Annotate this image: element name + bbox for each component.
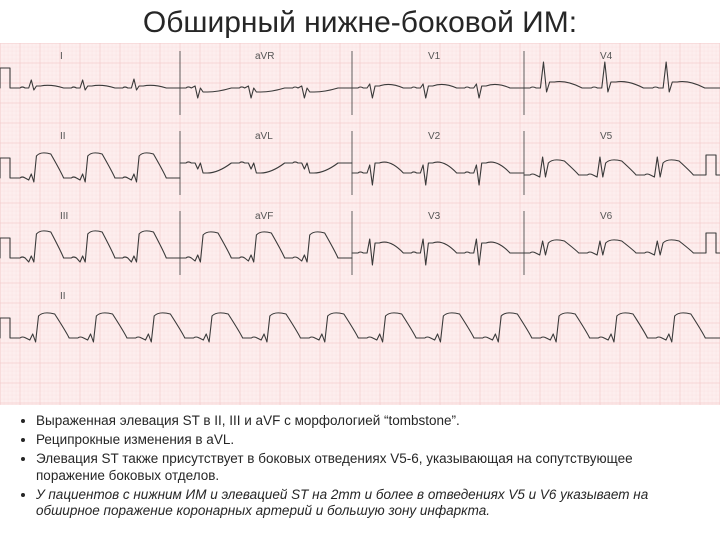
lead-label: V6 <box>600 211 612 222</box>
bullet-item: Реципрокные изменения в aVL. <box>36 432 702 449</box>
lead-label: V4 <box>600 51 612 62</box>
lead-label: V3 <box>428 211 440 222</box>
bullet-item: У пациентов с нижним ИМ и элевацией ST н… <box>36 487 702 521</box>
lead-label: I <box>60 51 63 62</box>
slide-title: Обширный нижне-боковой ИМ: <box>0 0 720 43</box>
bullet-list: Выраженная элевация ST в II, III и aVF с… <box>0 405 720 520</box>
ecg-strip: IaVR V1 V4 II aVL V2 V5 III aVF V3 V6 II <box>0 43 720 405</box>
slide: Обширный нижне-боковой ИМ: IaVR V1 V4 II aVL… <box>0 0 720 540</box>
lead-label: aVR <box>255 51 274 62</box>
lead-label: V5 <box>600 131 612 142</box>
bullet-item: Выраженная элевация ST в II, III и aVF с… <box>36 413 702 430</box>
lead-label: aVL <box>255 131 273 142</box>
lead-label: V2 <box>428 131 440 142</box>
lead-label: aVF <box>255 211 273 222</box>
lead-label: III <box>60 211 68 222</box>
bullet-item: Элевация ST также присутствует в боковых… <box>36 451 702 485</box>
ecg-svg <box>0 43 720 405</box>
lead-label: II <box>60 131 66 142</box>
lead-label: V1 <box>428 51 440 62</box>
lead-label: II <box>60 291 66 302</box>
